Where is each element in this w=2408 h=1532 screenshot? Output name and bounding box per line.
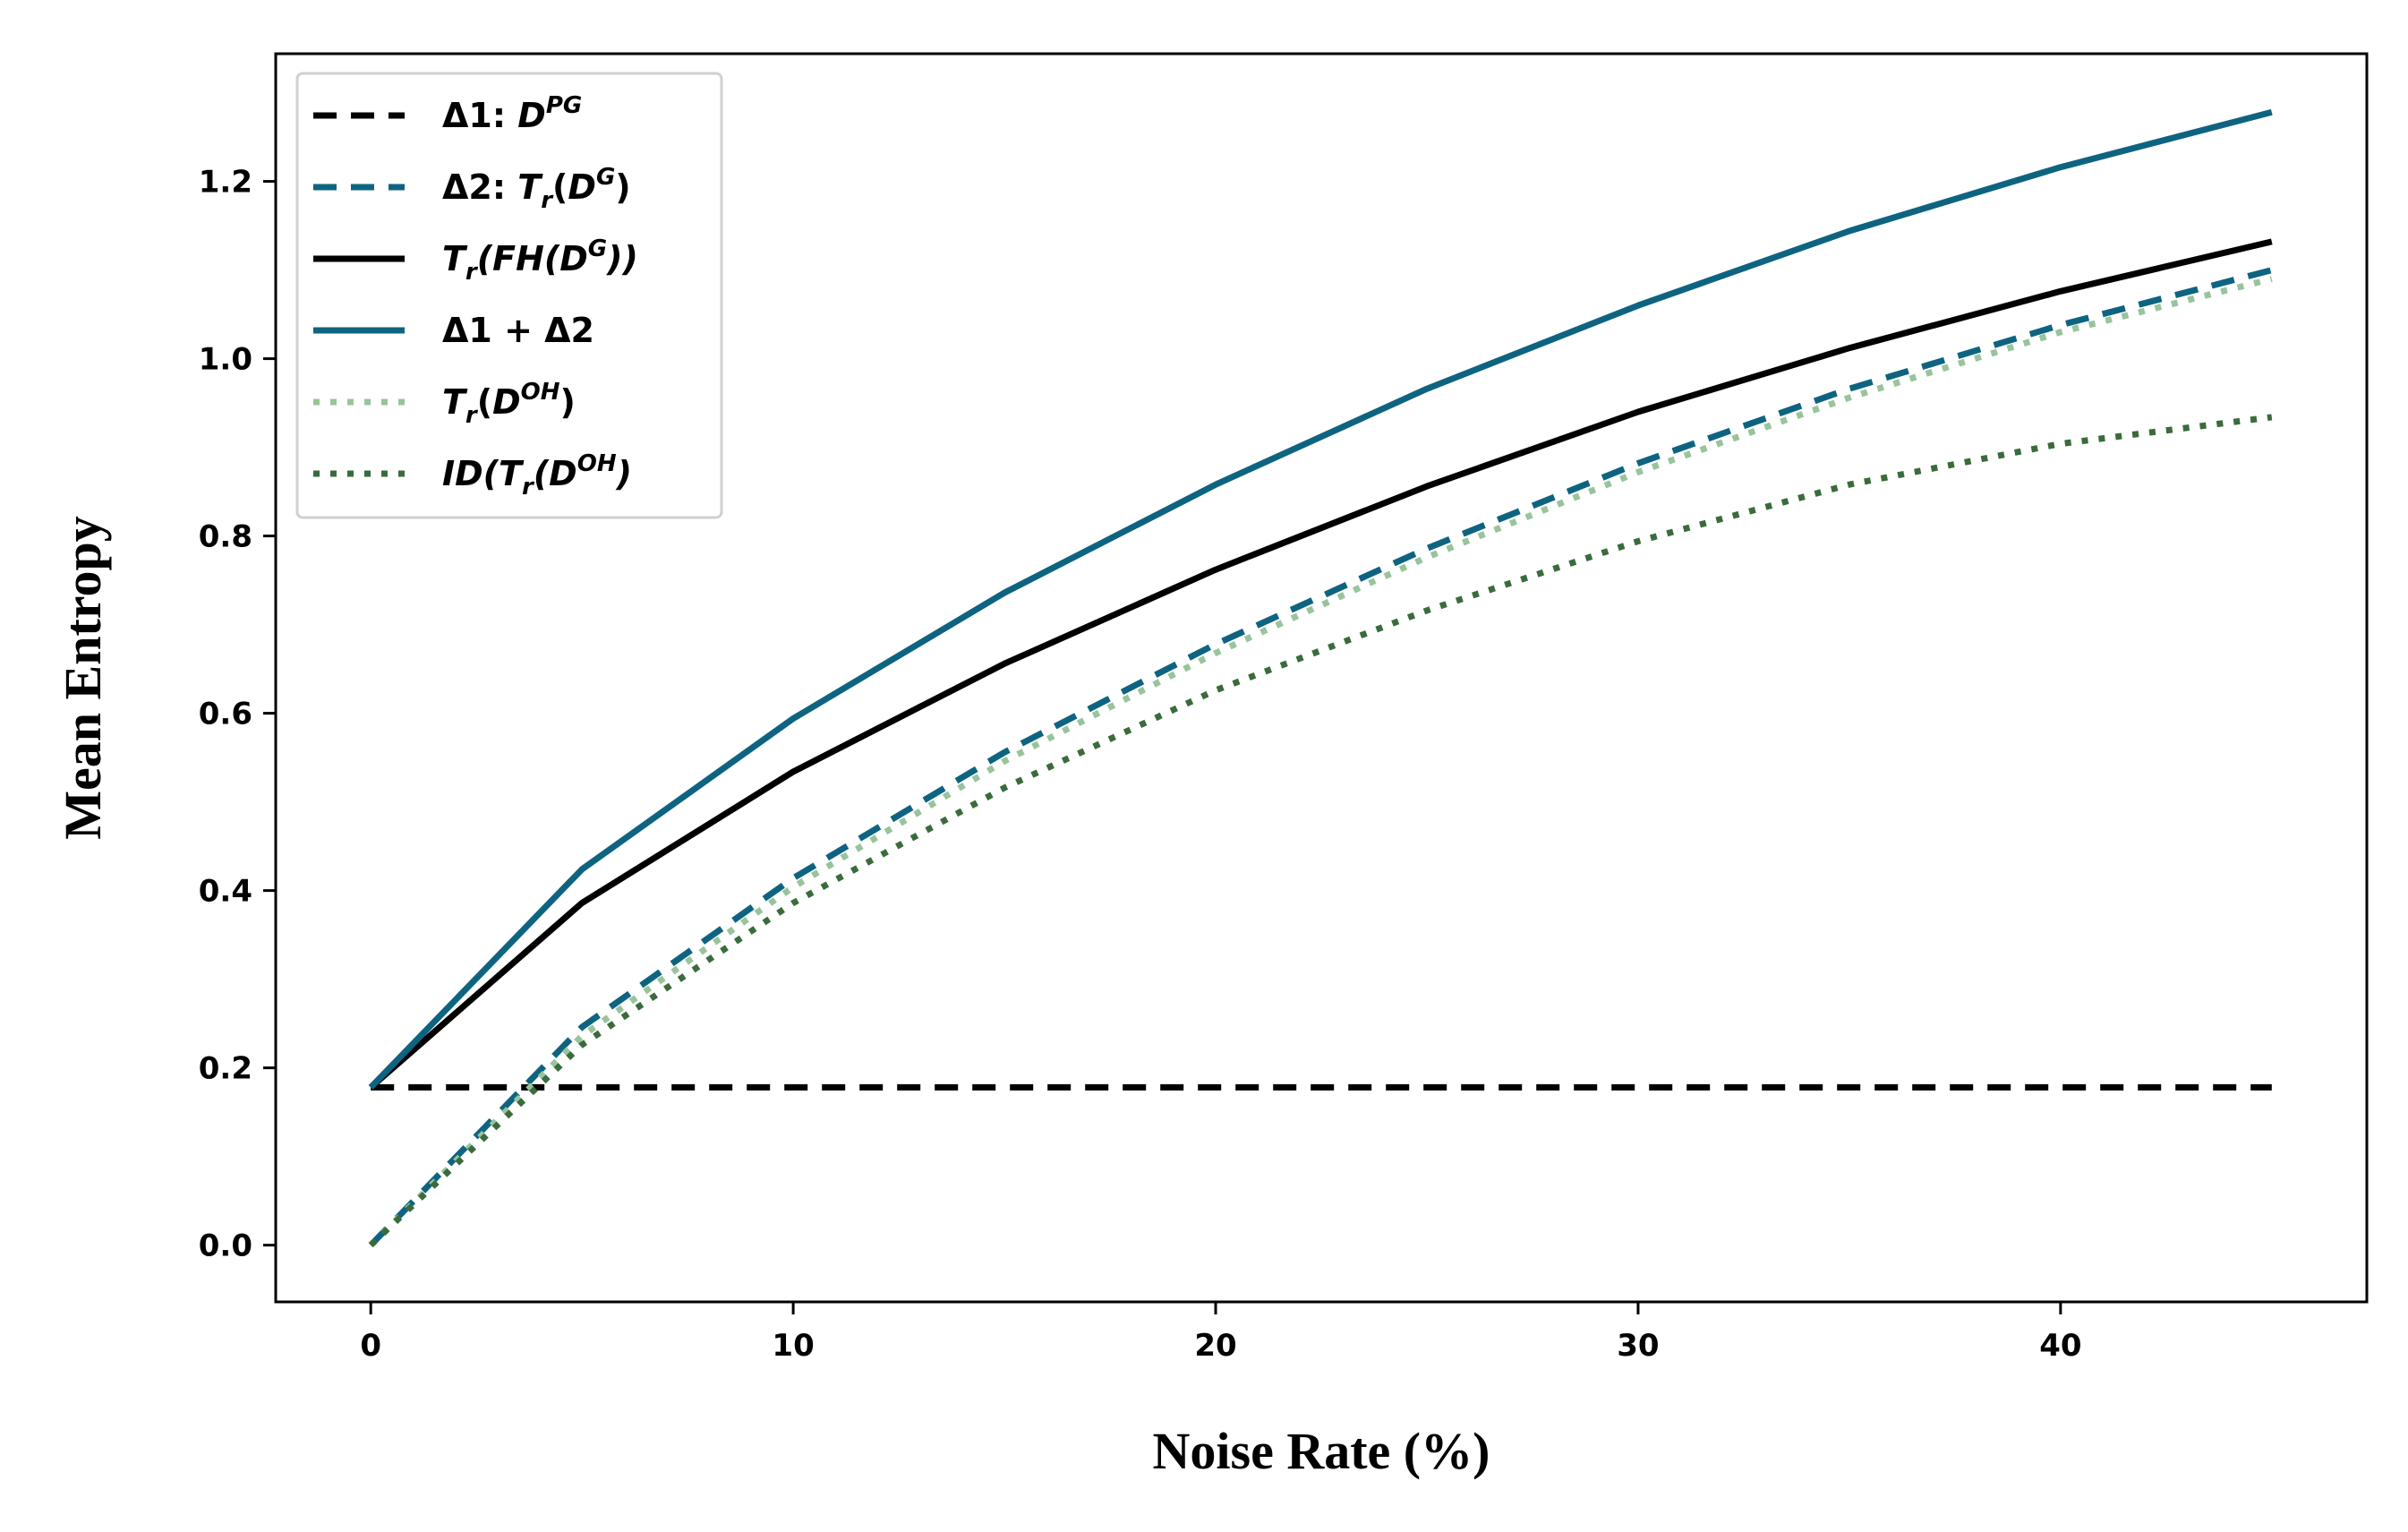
legend-label-delta1: Δ1: DPG: [442, 92, 582, 135]
y-axis: 0.0 0.2 0.4 0.6 0.8 1.0 1.2: [199, 165, 276, 1264]
legend-label-sum: Δ1 + Δ2: [442, 311, 594, 350]
y-tick-label: 0.8: [199, 519, 252, 555]
legend-label-id_tr_doh: ID(Tr(DOH): [442, 450, 632, 501]
x-tick-label: 30: [1617, 1328, 1659, 1364]
legend-label-tr_fh: Tr(FH(DG)): [442, 235, 638, 286]
legend: Δ1: DPG Δ2: Tr(DG) Tr(FH(DG)) Δ1 + Δ2 Tr(DOH…: [295, 72, 723, 519]
series-line-delta2: [368, 267, 2273, 1248]
series-line-tr_fh: [368, 238, 2273, 1091]
y-tick-label: 0.0: [199, 1228, 252, 1264]
legend-label-delta2: Δ2: Tr(DG): [442, 164, 631, 214]
plot-frame: [274, 52, 2369, 1304]
x-axis-label: Noise Rate (%): [1153, 1422, 1490, 1480]
y-tick-label: 0.6: [199, 697, 252, 732]
y-tick-label: 0.2: [199, 1051, 252, 1087]
y-tick-label: 1.0: [199, 342, 252, 378]
x-tick-label: 40: [2039, 1328, 2081, 1364]
y-tick-label: 1.2: [199, 165, 252, 201]
x-tick-label: 0: [360, 1328, 381, 1364]
legend-label-tr_doh: Tr(DOH): [442, 379, 576, 429]
series-layer: [368, 108, 2273, 1248]
x-axis: 0 10 20 30 40: [360, 1302, 2082, 1364]
y-axis-label: Mean Entropy: [54, 516, 112, 839]
legend-box: [295, 72, 723, 519]
series-line-sum: [368, 108, 2273, 1090]
series-line-tr_doh: [368, 276, 2273, 1248]
y-tick-label: 0.4: [199, 874, 252, 910]
x-tick-label: 10: [772, 1328, 814, 1364]
series-line-id_tr_doh: [368, 414, 2273, 1248]
x-tick-label: 20: [1194, 1328, 1236, 1364]
